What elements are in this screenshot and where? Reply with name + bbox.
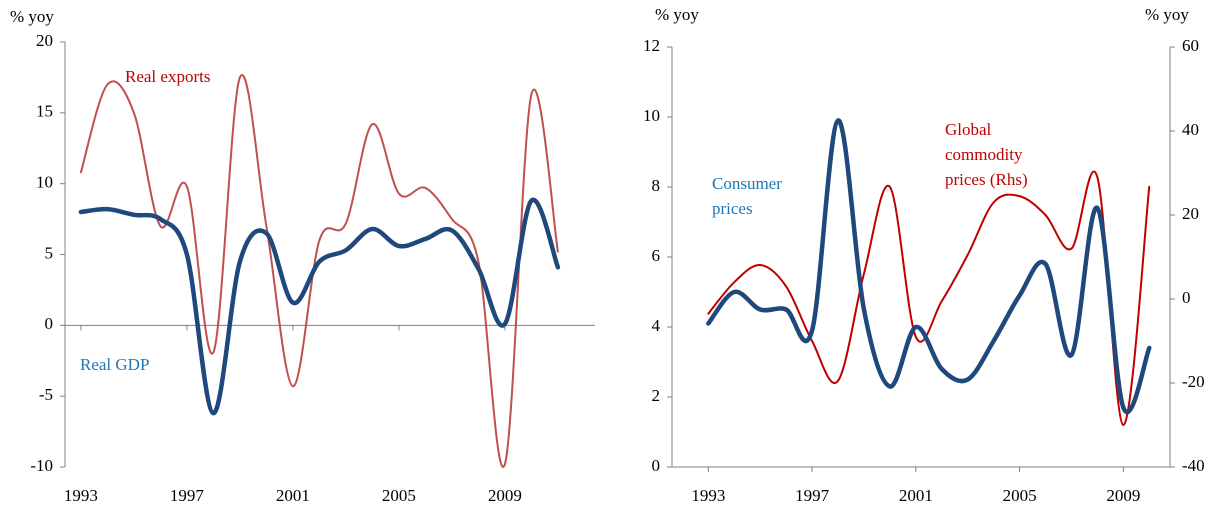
y2-tick-label: 60: [1182, 36, 1199, 55]
y-tick-label: 10: [643, 106, 660, 125]
series-line: [706, 118, 1152, 414]
y-axis-label: % yoy: [10, 7, 54, 26]
y-tick-label: -5: [39, 385, 53, 404]
y-tick-label: 0: [652, 456, 661, 475]
y2-tick-label: 0: [1182, 288, 1191, 307]
x-tick-label: 1997: [795, 486, 830, 505]
x-tick-label: 2009: [488, 486, 522, 505]
y-tick-label: 20: [36, 31, 53, 50]
annotation: Global: [945, 120, 992, 139]
y-tick-label: 4: [652, 316, 661, 335]
x-tick-label: 2005: [382, 486, 416, 505]
x-tick-label: 1993: [64, 486, 98, 505]
annotation: Consumer: [712, 174, 782, 193]
y-tick-label: 2: [652, 386, 661, 405]
y2-tick-label: -20: [1182, 372, 1205, 391]
annotation: prices: [712, 199, 753, 218]
y-tick-label: 8: [652, 176, 661, 195]
x-tick-label: 2001: [276, 486, 310, 505]
annotation: Real exports: [125, 67, 210, 86]
series-line: [78, 197, 561, 416]
y-tick-label: 5: [45, 243, 54, 262]
y-tick-label: 10: [36, 173, 53, 192]
x-tick-label: 1997: [170, 486, 205, 505]
y-tick-label: 15: [36, 102, 53, 121]
annotation: prices (Rhs): [945, 170, 1028, 189]
x-tick-label: 1993: [691, 486, 725, 505]
y-tick-label: 0: [45, 314, 54, 333]
y2-axis-label: % yoy: [1145, 5, 1189, 24]
annotation: Real GDP: [80, 355, 149, 374]
x-tick-label: 2005: [1003, 486, 1037, 505]
y2-tick-label: -40: [1182, 456, 1205, 475]
x-tick-label: 2009: [1106, 486, 1140, 505]
y2-tick-label: 40: [1182, 120, 1199, 139]
y-tick-label: 12: [643, 36, 660, 55]
y2-tick-label: 20: [1182, 204, 1199, 223]
series-line: [707, 170, 1151, 427]
series-line: [79, 73, 559, 468]
y-axis-label: % yoy: [655, 5, 699, 24]
annotation: commodity: [945, 145, 1023, 164]
y-tick-label: -10: [30, 456, 53, 475]
y-tick-label: 6: [652, 246, 661, 265]
x-tick-label: 2001: [899, 486, 933, 505]
